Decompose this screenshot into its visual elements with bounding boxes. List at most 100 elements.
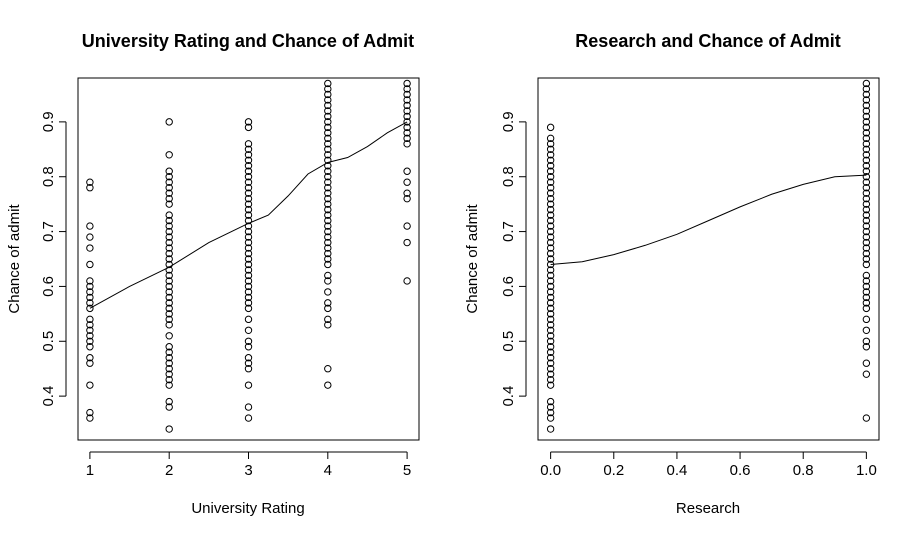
data-point [324, 112, 332, 121]
data-point [165, 425, 173, 433]
y-tick-label: 0.9 [500, 111, 517, 132]
data-point [546, 244, 555, 252]
data-point [546, 249, 555, 258]
data-point [862, 156, 871, 164]
data-point [324, 96, 332, 104]
data-point [244, 255, 253, 263]
data-point [546, 348, 555, 356]
data-point [324, 271, 332, 280]
data-point [86, 183, 94, 192]
data-point [546, 343, 555, 351]
data-point [862, 173, 871, 181]
data-point [403, 96, 411, 104]
data-point [165, 299, 173, 307]
data-point [244, 337, 253, 345]
data-point [546, 200, 555, 208]
data-point [324, 288, 332, 296]
data-point [546, 326, 555, 335]
data-point [244, 238, 253, 247]
data-point [86, 381, 94, 389]
data-point [165, 244, 173, 252]
data-point [862, 79, 871, 88]
x-axis-label: Research [676, 500, 740, 517]
y-tick-label: 0.6 [40, 276, 57, 297]
chart-title: University Rating and Chance of Admit [82, 31, 414, 51]
data-point [165, 173, 173, 181]
data-point [546, 310, 555, 318]
data-point [403, 112, 411, 121]
data-point [324, 260, 332, 269]
data-point [862, 222, 871, 230]
data-point [244, 277, 253, 285]
data-point [244, 151, 253, 159]
data-point [862, 107, 871, 115]
data-point [324, 249, 332, 258]
data-point [546, 266, 555, 274]
data-point [546, 381, 555, 389]
data-point [546, 173, 555, 181]
data-point [403, 101, 411, 110]
data-point [86, 260, 94, 269]
x-tick-label: 0.0 [540, 462, 561, 479]
data-point [546, 178, 555, 186]
data-point [862, 359, 871, 367]
data-point [546, 167, 555, 175]
data-point [324, 205, 332, 214]
data-point [546, 211, 555, 219]
data-point [244, 343, 253, 351]
data-point [546, 255, 555, 263]
data-point [324, 167, 332, 175]
data-point [244, 189, 253, 197]
data-point [244, 260, 253, 269]
data-point [86, 332, 94, 340]
data-point [546, 425, 555, 433]
data-point [862, 315, 871, 324]
data-point [546, 408, 555, 417]
data-point [165, 151, 173, 159]
data-point [86, 178, 94, 186]
data-point [244, 326, 253, 335]
data-point [862, 178, 871, 186]
data-point [546, 403, 555, 411]
data-point [862, 288, 871, 296]
data-point [862, 238, 871, 247]
data-point [165, 343, 173, 351]
data-point [546, 140, 555, 148]
data-point [546, 370, 555, 378]
data-point [324, 85, 332, 93]
data-point [244, 205, 253, 214]
data-point [244, 123, 253, 132]
data-point [324, 304, 332, 313]
data-point [165, 293, 173, 302]
data-point [862, 183, 871, 192]
panel-university-rating: University Rating and Chance of Admit 1 2… [6, 31, 420, 517]
data-point [546, 151, 555, 159]
data-point [324, 227, 332, 236]
data-point [165, 271, 173, 280]
y-tick-label: 0.7 [500, 221, 517, 242]
data-point [862, 194, 871, 203]
data-point [86, 222, 94, 230]
data-point [86, 326, 94, 335]
data-point [403, 118, 411, 126]
data-point [244, 364, 253, 373]
x-tick-label: 1.0 [856, 462, 877, 479]
data-point [862, 244, 871, 252]
data-point [165, 178, 173, 186]
data-point [862, 326, 871, 335]
data-point [546, 233, 555, 241]
data-point [244, 227, 253, 236]
data-point [86, 282, 94, 291]
data-point [862, 145, 871, 154]
data-point [324, 364, 332, 373]
data-point [165, 277, 173, 285]
data-point [165, 310, 173, 318]
panel-research: Research and Chance of Admit 0.0 0.2 0.4 0.… [464, 31, 880, 517]
data-point [165, 332, 173, 340]
x-tick-label: 0.2 [603, 462, 624, 479]
y-axis: 0.4 0.5 0.6 0.7 0.8 0.9 [500, 111, 527, 407]
data-point [244, 173, 253, 181]
data-point [324, 321, 332, 329]
data-point [546, 321, 555, 329]
